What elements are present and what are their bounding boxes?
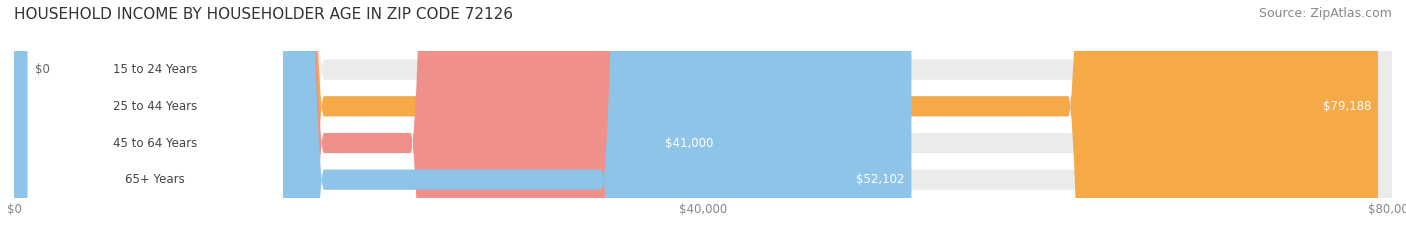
FancyBboxPatch shape	[28, 0, 283, 233]
FancyBboxPatch shape	[28, 0, 283, 233]
FancyBboxPatch shape	[14, 0, 720, 233]
FancyBboxPatch shape	[14, 0, 1392, 233]
Text: 25 to 44 Years: 25 to 44 Years	[112, 100, 197, 113]
FancyBboxPatch shape	[14, 0, 1378, 233]
Text: $0: $0	[35, 63, 49, 76]
Text: Source: ZipAtlas.com: Source: ZipAtlas.com	[1258, 7, 1392, 20]
Text: 65+ Years: 65+ Years	[125, 173, 186, 186]
FancyBboxPatch shape	[14, 0, 1392, 233]
FancyBboxPatch shape	[14, 0, 911, 233]
Text: 15 to 24 Years: 15 to 24 Years	[112, 63, 197, 76]
FancyBboxPatch shape	[14, 0, 1392, 233]
FancyBboxPatch shape	[14, 0, 1392, 233]
Text: HOUSEHOLD INCOME BY HOUSEHOLDER AGE IN ZIP CODE 72126: HOUSEHOLD INCOME BY HOUSEHOLDER AGE IN Z…	[14, 7, 513, 22]
Text: $79,188: $79,188	[1323, 100, 1371, 113]
Text: $41,000: $41,000	[665, 137, 713, 150]
Text: 45 to 64 Years: 45 to 64 Years	[112, 137, 197, 150]
FancyBboxPatch shape	[28, 0, 283, 233]
FancyBboxPatch shape	[28, 0, 283, 233]
Text: $52,102: $52,102	[856, 173, 904, 186]
